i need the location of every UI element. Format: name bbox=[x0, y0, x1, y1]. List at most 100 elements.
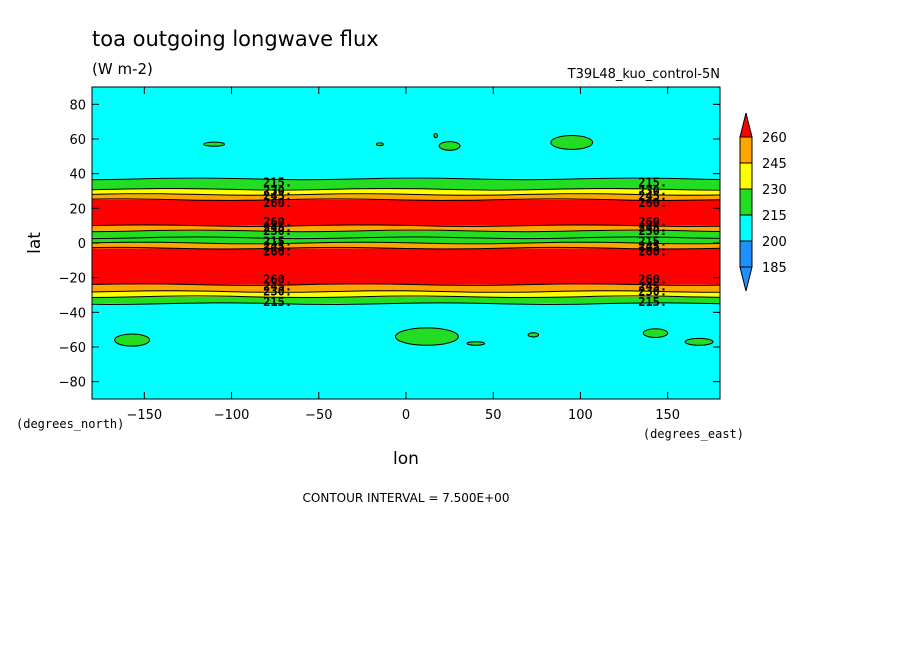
contour-label: 245. bbox=[638, 279, 667, 293]
contour-label: 245. bbox=[638, 220, 667, 234]
contour-label: 230. bbox=[638, 285, 667, 299]
colorbar-max-arrow bbox=[739, 112, 753, 138]
y-units-label: (degrees_north) bbox=[16, 417, 124, 431]
contour-label: 245. bbox=[263, 279, 292, 293]
contour-patch bbox=[438, 141, 461, 151]
contour-line bbox=[91, 229, 721, 233]
contour-label: 215. bbox=[263, 234, 292, 248]
y-tick-label: 80 bbox=[69, 98, 86, 113]
flux-band bbox=[92, 194, 720, 200]
run-label: T39L48_kuo_control-5N bbox=[567, 67, 720, 82]
contour-line bbox=[91, 187, 721, 191]
colorbar-label: 200 bbox=[762, 235, 787, 250]
colorbar-segment bbox=[739, 214, 753, 242]
y-tick-label: −60 bbox=[59, 341, 86, 356]
x-tick-label: −100 bbox=[214, 408, 250, 423]
contour-label: 215. bbox=[263, 175, 292, 189]
contour-line bbox=[91, 177, 721, 181]
contour-line bbox=[91, 193, 721, 196]
colorbar-segment bbox=[739, 240, 753, 268]
flux-band bbox=[92, 284, 720, 292]
contour-label: 245. bbox=[263, 239, 292, 253]
contour-patch bbox=[550, 135, 594, 150]
contour-line bbox=[91, 198, 721, 202]
contour-label: 230. bbox=[263, 224, 292, 238]
contour-patch bbox=[433, 132, 438, 139]
flux-band bbox=[92, 291, 720, 297]
contour-label: 215. bbox=[638, 295, 667, 309]
contour-label: 230. bbox=[263, 184, 292, 198]
contour-label: 230. bbox=[638, 184, 667, 198]
contour-patch bbox=[684, 337, 714, 346]
contour-line bbox=[91, 241, 721, 245]
colorbar-min-arrow bbox=[739, 266, 753, 292]
contour-label: 230. bbox=[638, 224, 667, 238]
contour-label: 230. bbox=[263, 285, 292, 299]
colorbar-label: 245 bbox=[762, 157, 787, 172]
x-axis-label: lon bbox=[393, 449, 419, 469]
contour-label: 215. bbox=[263, 295, 292, 309]
x-tick-label: 50 bbox=[485, 408, 502, 423]
flux-band bbox=[92, 243, 720, 249]
x-tick-label: 0 bbox=[402, 408, 410, 423]
contour-label: 260. bbox=[263, 272, 292, 286]
flux-band bbox=[92, 296, 720, 304]
flux-band bbox=[92, 237, 720, 243]
flux-band bbox=[92, 189, 720, 195]
colorbar-label: 215 bbox=[762, 209, 787, 224]
contour-label: 215. bbox=[638, 175, 667, 189]
contour-line bbox=[91, 302, 721, 306]
y-tick-label: −20 bbox=[59, 272, 86, 287]
y-tick-label: 40 bbox=[69, 168, 86, 183]
contour-label: 215. bbox=[638, 234, 667, 248]
contour-label: 260. bbox=[638, 272, 667, 286]
contour-interval-text: CONTOUR INTERVAL = 7.500E+00 bbox=[303, 491, 510, 505]
y-tick-label: −80 bbox=[59, 376, 86, 391]
contour-line bbox=[91, 295, 721, 298]
contour-patch bbox=[466, 341, 485, 346]
contour-patch bbox=[395, 327, 459, 346]
contour-label: 260. bbox=[263, 245, 292, 259]
contour-patch bbox=[527, 332, 540, 338]
y-tick-label: −40 bbox=[59, 306, 86, 321]
contour-label: 245. bbox=[638, 189, 667, 203]
flux-band bbox=[92, 87, 720, 179]
flux-band bbox=[92, 225, 720, 231]
flux-band bbox=[92, 199, 720, 226]
contour-patch bbox=[375, 142, 384, 147]
contour-label: 260. bbox=[263, 196, 292, 210]
flux-band bbox=[92, 178, 720, 190]
flux-band bbox=[92, 230, 720, 238]
contour-line bbox=[91, 246, 721, 250]
contour-line bbox=[91, 236, 721, 240]
contour-patch bbox=[642, 328, 669, 338]
contour-patch bbox=[114, 333, 151, 347]
y-tick-label: 20 bbox=[69, 202, 86, 217]
contour-label: 260. bbox=[638, 196, 667, 210]
colorbar-label: 230 bbox=[762, 183, 787, 198]
colorbar-label: 260 bbox=[762, 131, 787, 146]
x-tick-label: −150 bbox=[126, 408, 162, 423]
units-label: (W m-2) bbox=[92, 60, 153, 78]
x-units-label: (degrees_east) bbox=[643, 427, 744, 441]
contour-label: 245. bbox=[263, 189, 292, 203]
x-tick-label: −50 bbox=[305, 408, 332, 423]
colorbar-segment bbox=[739, 188, 753, 216]
contour-line bbox=[91, 290, 720, 293]
y-axis-label: lat bbox=[25, 232, 45, 254]
contour-label: 260. bbox=[638, 215, 667, 229]
y-tick-label: 60 bbox=[69, 133, 86, 148]
contour-label: 245. bbox=[263, 220, 292, 234]
y-tick-label: 0 bbox=[78, 237, 86, 252]
chart-title: toa outgoing longwave flux bbox=[92, 27, 379, 51]
x-tick-label: 100 bbox=[568, 408, 593, 423]
contour-label: 245. bbox=[638, 239, 667, 253]
flux-band bbox=[92, 248, 720, 285]
contour-patch bbox=[203, 141, 226, 147]
contour-label: 260. bbox=[638, 245, 667, 259]
contour-line bbox=[91, 283, 721, 286]
colorbar-segment bbox=[739, 136, 753, 164]
colorbar-segment bbox=[739, 162, 753, 190]
flux-band bbox=[92, 303, 720, 399]
